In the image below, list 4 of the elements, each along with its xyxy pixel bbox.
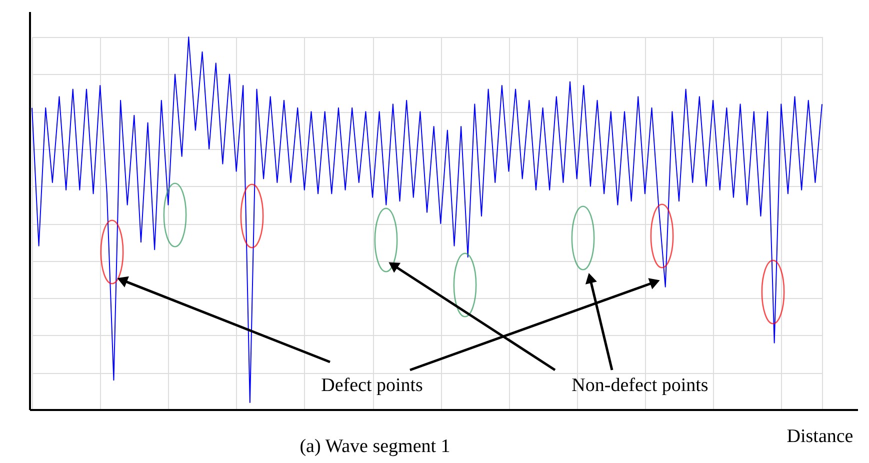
text: (a) Wave segment 1 xyxy=(300,436,450,457)
annotation: Defect points xyxy=(321,375,423,396)
annotation: Non-defect points xyxy=(572,375,708,396)
x-axis-title: Distance xyxy=(786,426,854,447)
